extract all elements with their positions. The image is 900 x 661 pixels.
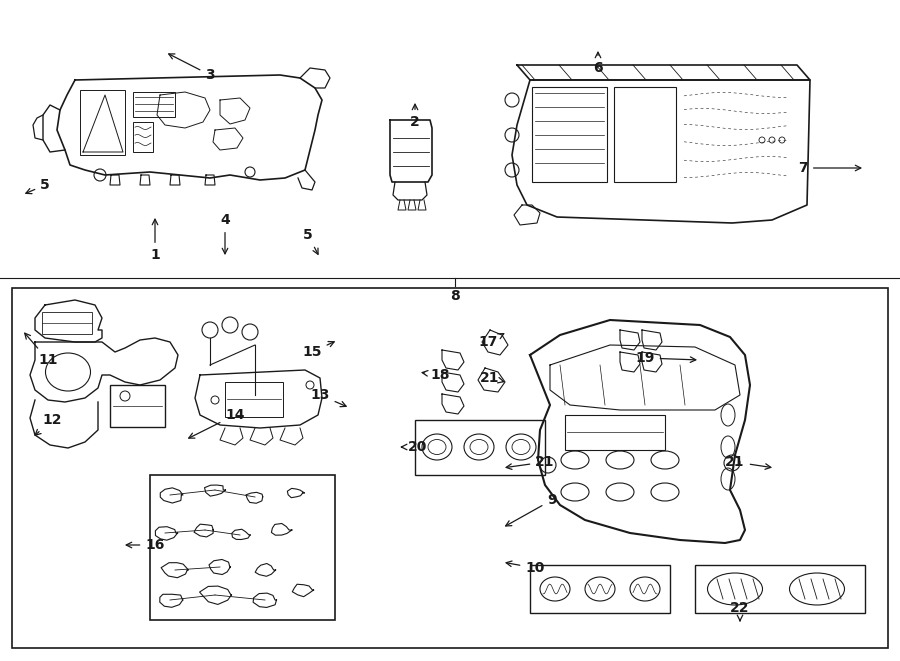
Text: 22: 22 bbox=[730, 601, 750, 621]
Bar bbox=[133, 122, 153, 152]
Bar bbox=[614, 87, 676, 182]
Bar bbox=[695, 565, 865, 613]
Text: 16: 16 bbox=[126, 538, 165, 552]
Text: 21: 21 bbox=[481, 371, 504, 385]
Bar bbox=[110, 385, 165, 427]
Text: 6: 6 bbox=[593, 52, 603, 75]
Text: 11: 11 bbox=[24, 333, 58, 367]
Text: 8: 8 bbox=[450, 289, 460, 303]
Text: 19: 19 bbox=[635, 351, 696, 365]
Bar bbox=[80, 90, 125, 155]
Bar bbox=[133, 92, 175, 117]
Text: 9: 9 bbox=[506, 493, 557, 526]
Bar bbox=[532, 87, 607, 182]
Text: 20: 20 bbox=[401, 440, 428, 454]
Text: 21: 21 bbox=[725, 455, 771, 469]
Text: 12: 12 bbox=[35, 413, 62, 435]
Bar bbox=[530, 565, 670, 613]
Bar bbox=[225, 382, 283, 417]
Bar bbox=[150, 475, 335, 620]
Text: 7: 7 bbox=[798, 161, 860, 175]
Bar bbox=[12, 288, 888, 648]
Text: 2: 2 bbox=[410, 104, 420, 129]
Bar bbox=[415, 420, 545, 475]
Text: 18: 18 bbox=[422, 368, 450, 382]
Text: 4: 4 bbox=[220, 213, 230, 254]
Text: 5: 5 bbox=[303, 228, 318, 254]
Bar bbox=[565, 415, 665, 450]
Text: 1: 1 bbox=[150, 219, 160, 262]
Text: 14: 14 bbox=[189, 408, 245, 438]
Text: 15: 15 bbox=[302, 342, 334, 359]
Text: 21: 21 bbox=[506, 455, 554, 469]
Text: 17: 17 bbox=[478, 334, 504, 349]
Text: 5: 5 bbox=[26, 178, 50, 194]
Bar bbox=[42, 312, 92, 334]
Text: 10: 10 bbox=[506, 561, 544, 575]
Text: 3: 3 bbox=[168, 54, 215, 82]
Text: 13: 13 bbox=[310, 388, 346, 407]
